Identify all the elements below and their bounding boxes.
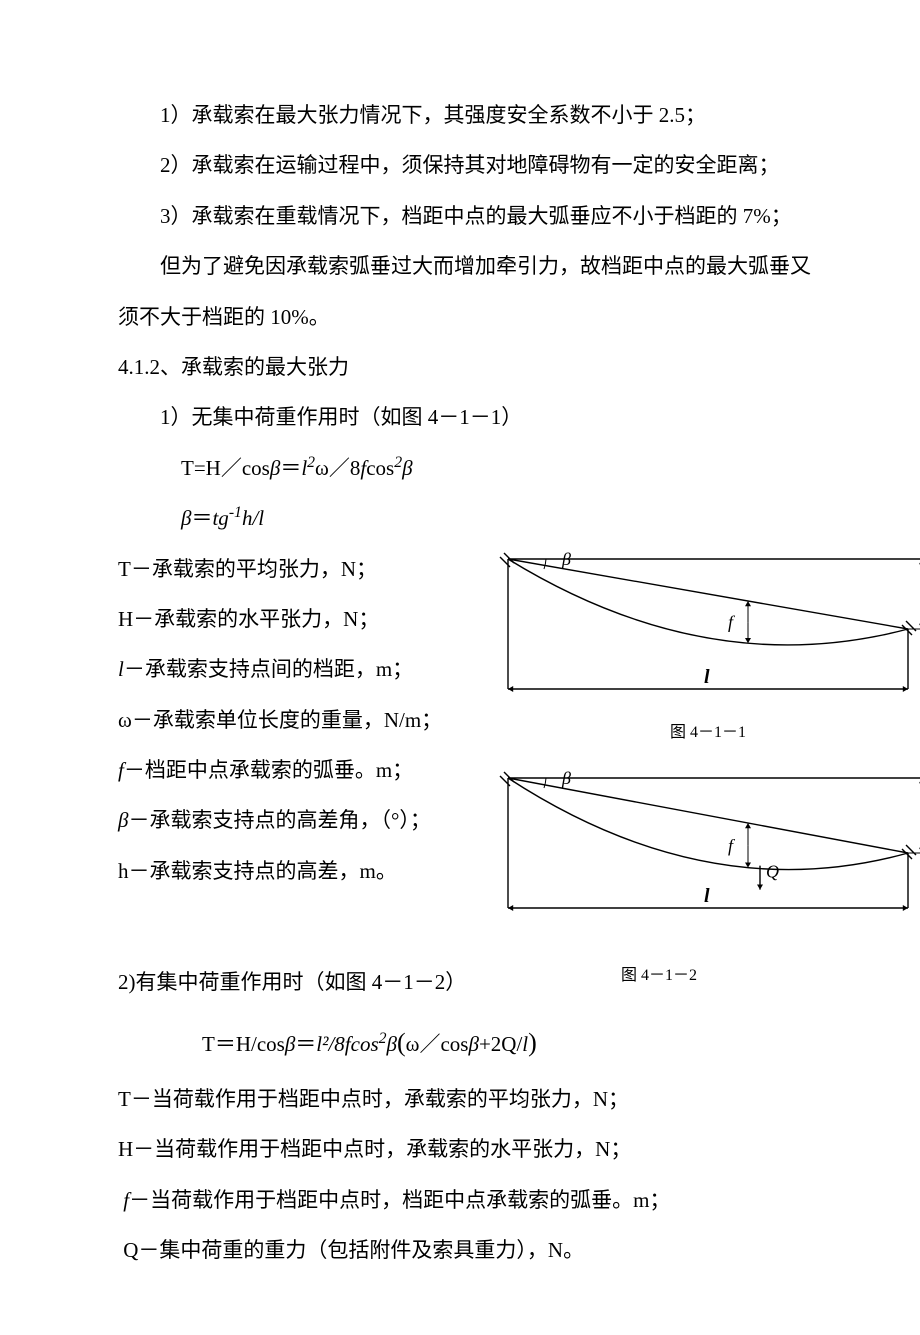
def-T: T－承载索的平均张力，N； bbox=[118, 544, 478, 594]
def-beta-sym: β bbox=[118, 808, 128, 832]
spacer bbox=[488, 745, 920, 763]
def-H: H－承载索的水平张力，N； bbox=[118, 594, 478, 644]
formula-3-f: +2Q/ bbox=[479, 1032, 522, 1056]
section-heading-4-1-2: 4.1.2、承载索的最大张力 bbox=[118, 342, 830, 392]
formula-2: β＝tg-1h/l bbox=[118, 493, 830, 543]
formula-3-c: /8 bbox=[328, 1032, 344, 1056]
paragraph-4: 但为了避免因承载索弧垂过大而增加牵引力，故档距中点的最大弧垂又须不大于档距的 1… bbox=[118, 241, 830, 342]
formula-3-d: cos bbox=[351, 1032, 379, 1056]
two-column-block-1: T－承载索的平均张力，N； H－承载索的水平张力，N； l－承载索支持点间的档距… bbox=[118, 544, 830, 934]
l-symbol-2: l bbox=[258, 506, 264, 530]
beta-4: β bbox=[285, 1032, 295, 1056]
p6-left: 2)有集中荷重作用时（如图 4－1－2） bbox=[118, 957, 478, 1007]
formula-2-eq: ＝ bbox=[191, 506, 212, 530]
svg-text:f: f bbox=[728, 835, 736, 855]
sup2-c: 2 bbox=[379, 1030, 387, 1047]
def2-Q-txt: Q－集中荷重的重力（包括附件及索具重力），N。 bbox=[123, 1238, 584, 1262]
def2-f-txt: －当荷载作用于档距中点时，档距中点承载索的弧垂。m； bbox=[129, 1188, 670, 1212]
def-f-txt: －档距中点承载索的弧垂。m； bbox=[124, 758, 413, 782]
lparen: ( bbox=[397, 1028, 406, 1057]
paragraph-3: 3）承载索在重载情况下，档距中点的最大弧垂应不小于档距的 7%； bbox=[118, 191, 830, 241]
paragraph-2: 2）承载索在运输过程中，须保持其对地障碍物有一定的安全距离； bbox=[118, 140, 830, 190]
formula-3-a: T＝H/cos bbox=[202, 1032, 285, 1056]
figure-4-1-1-caption: 图 4－1－1 bbox=[488, 720, 920, 746]
l2-sym: l² bbox=[316, 1032, 328, 1056]
fig2-caption-col: 图 4－1－2 bbox=[478, 957, 830, 989]
def-beta: β－承载索支持点的高差角，（°）； bbox=[118, 795, 478, 845]
svg-text:β: β bbox=[561, 549, 571, 569]
svg-text:l: l bbox=[704, 666, 710, 688]
paragraph-6: 2)有集中荷重作用时（如图 4－1－2） bbox=[118, 957, 478, 1007]
def2-f: f－当荷载作用于档距中点时，档距中点承载索的弧垂。m； bbox=[118, 1175, 830, 1225]
formula-1-part-b: ＝ bbox=[280, 456, 301, 480]
formula-1: T=H／cosβ＝l2ω／8fcos2β bbox=[118, 443, 830, 493]
beta-5: β bbox=[387, 1032, 397, 1056]
svg-text:β: β bbox=[561, 768, 571, 788]
paragraph-5: 1）无集中荷重作用时（如图 4－1－1） bbox=[118, 392, 830, 442]
figure-4-1-1: βlhf bbox=[488, 544, 920, 714]
def-omega: ω－承载索单位长度的重量，N/m； bbox=[118, 695, 478, 745]
beta-6: β bbox=[468, 1032, 478, 1056]
def-l: l－承载索支持点间的档距，m； bbox=[118, 644, 478, 694]
def2-T: T－当荷载作用于档距中点时，承载索的平均张力，N； bbox=[118, 1074, 830, 1124]
figure-4-1-2-caption: 图 4－1－2 bbox=[488, 963, 830, 989]
beta-symbol-3: β bbox=[181, 506, 191, 530]
formula-2-part-b: h/ bbox=[242, 506, 258, 530]
formula-3-b: ＝ bbox=[295, 1032, 316, 1056]
svg-text:l: l bbox=[704, 885, 710, 907]
def-h: h－承载索支持点的高差，m。 bbox=[118, 846, 478, 896]
formula-3: T＝H/cosβ＝l²/8fcos2β(ω／cosβ+2Q/l) bbox=[118, 1012, 830, 1074]
page: 1）承载索在最大张力情况下，其强度安全系数不小于 2.5； 2）承载索在运输过程… bbox=[0, 0, 920, 1335]
superscript-2: 2 bbox=[307, 454, 315, 471]
formula-1-part-d: cos bbox=[366, 456, 394, 480]
def-l-txt: －承载索支持点间的档距，m； bbox=[124, 657, 413, 681]
superscript-m1: -1 bbox=[229, 504, 242, 521]
rparen: ) bbox=[528, 1028, 537, 1057]
formula-3-e: ω／cos bbox=[406, 1032, 469, 1056]
def2-H: H－当荷载作用于档距中点时，承载索的水平张力，N； bbox=[118, 1124, 830, 1174]
beta-symbol-2: β bbox=[402, 456, 412, 480]
tg-symbol: tg bbox=[212, 506, 228, 530]
def-f: f－档距中点承载索的弧垂。m； bbox=[118, 745, 478, 795]
def-beta-txt: －承载索支持点的高差角，（°）； bbox=[128, 808, 430, 832]
figure-4-1-2: βlhfQ bbox=[488, 763, 920, 933]
figures-column: βlhf 图 4－1－1 βlhfQ bbox=[478, 544, 920, 934]
row-p6: 2)有集中荷重作用时（如图 4－1－2） 图 4－1－2 bbox=[118, 957, 830, 1007]
superscript-2b: 2 bbox=[394, 454, 402, 471]
definitions-list-2: T－当荷载作用于档距中点时，承载索的平均张力，N； H－当荷载作用于档距中点时，… bbox=[118, 1074, 830, 1276]
paragraph-1: 1）承载索在最大张力情况下，其强度安全系数不小于 2.5； bbox=[118, 90, 830, 140]
definitions-list-1: T－承载索的平均张力，N； H－承载索的水平张力，N； l－承载索支持点间的档距… bbox=[118, 544, 478, 897]
def2-Q: Q－集中荷重的重力（包括附件及索具重力），N。 bbox=[118, 1225, 830, 1275]
formula-1-part-c: ω／8 bbox=[315, 456, 360, 480]
formula-1-part-a: T=H／cos bbox=[181, 456, 270, 480]
svg-text:Q: Q bbox=[766, 862, 779, 882]
svg-text:f: f bbox=[728, 612, 736, 632]
beta-symbol: β bbox=[270, 456, 280, 480]
